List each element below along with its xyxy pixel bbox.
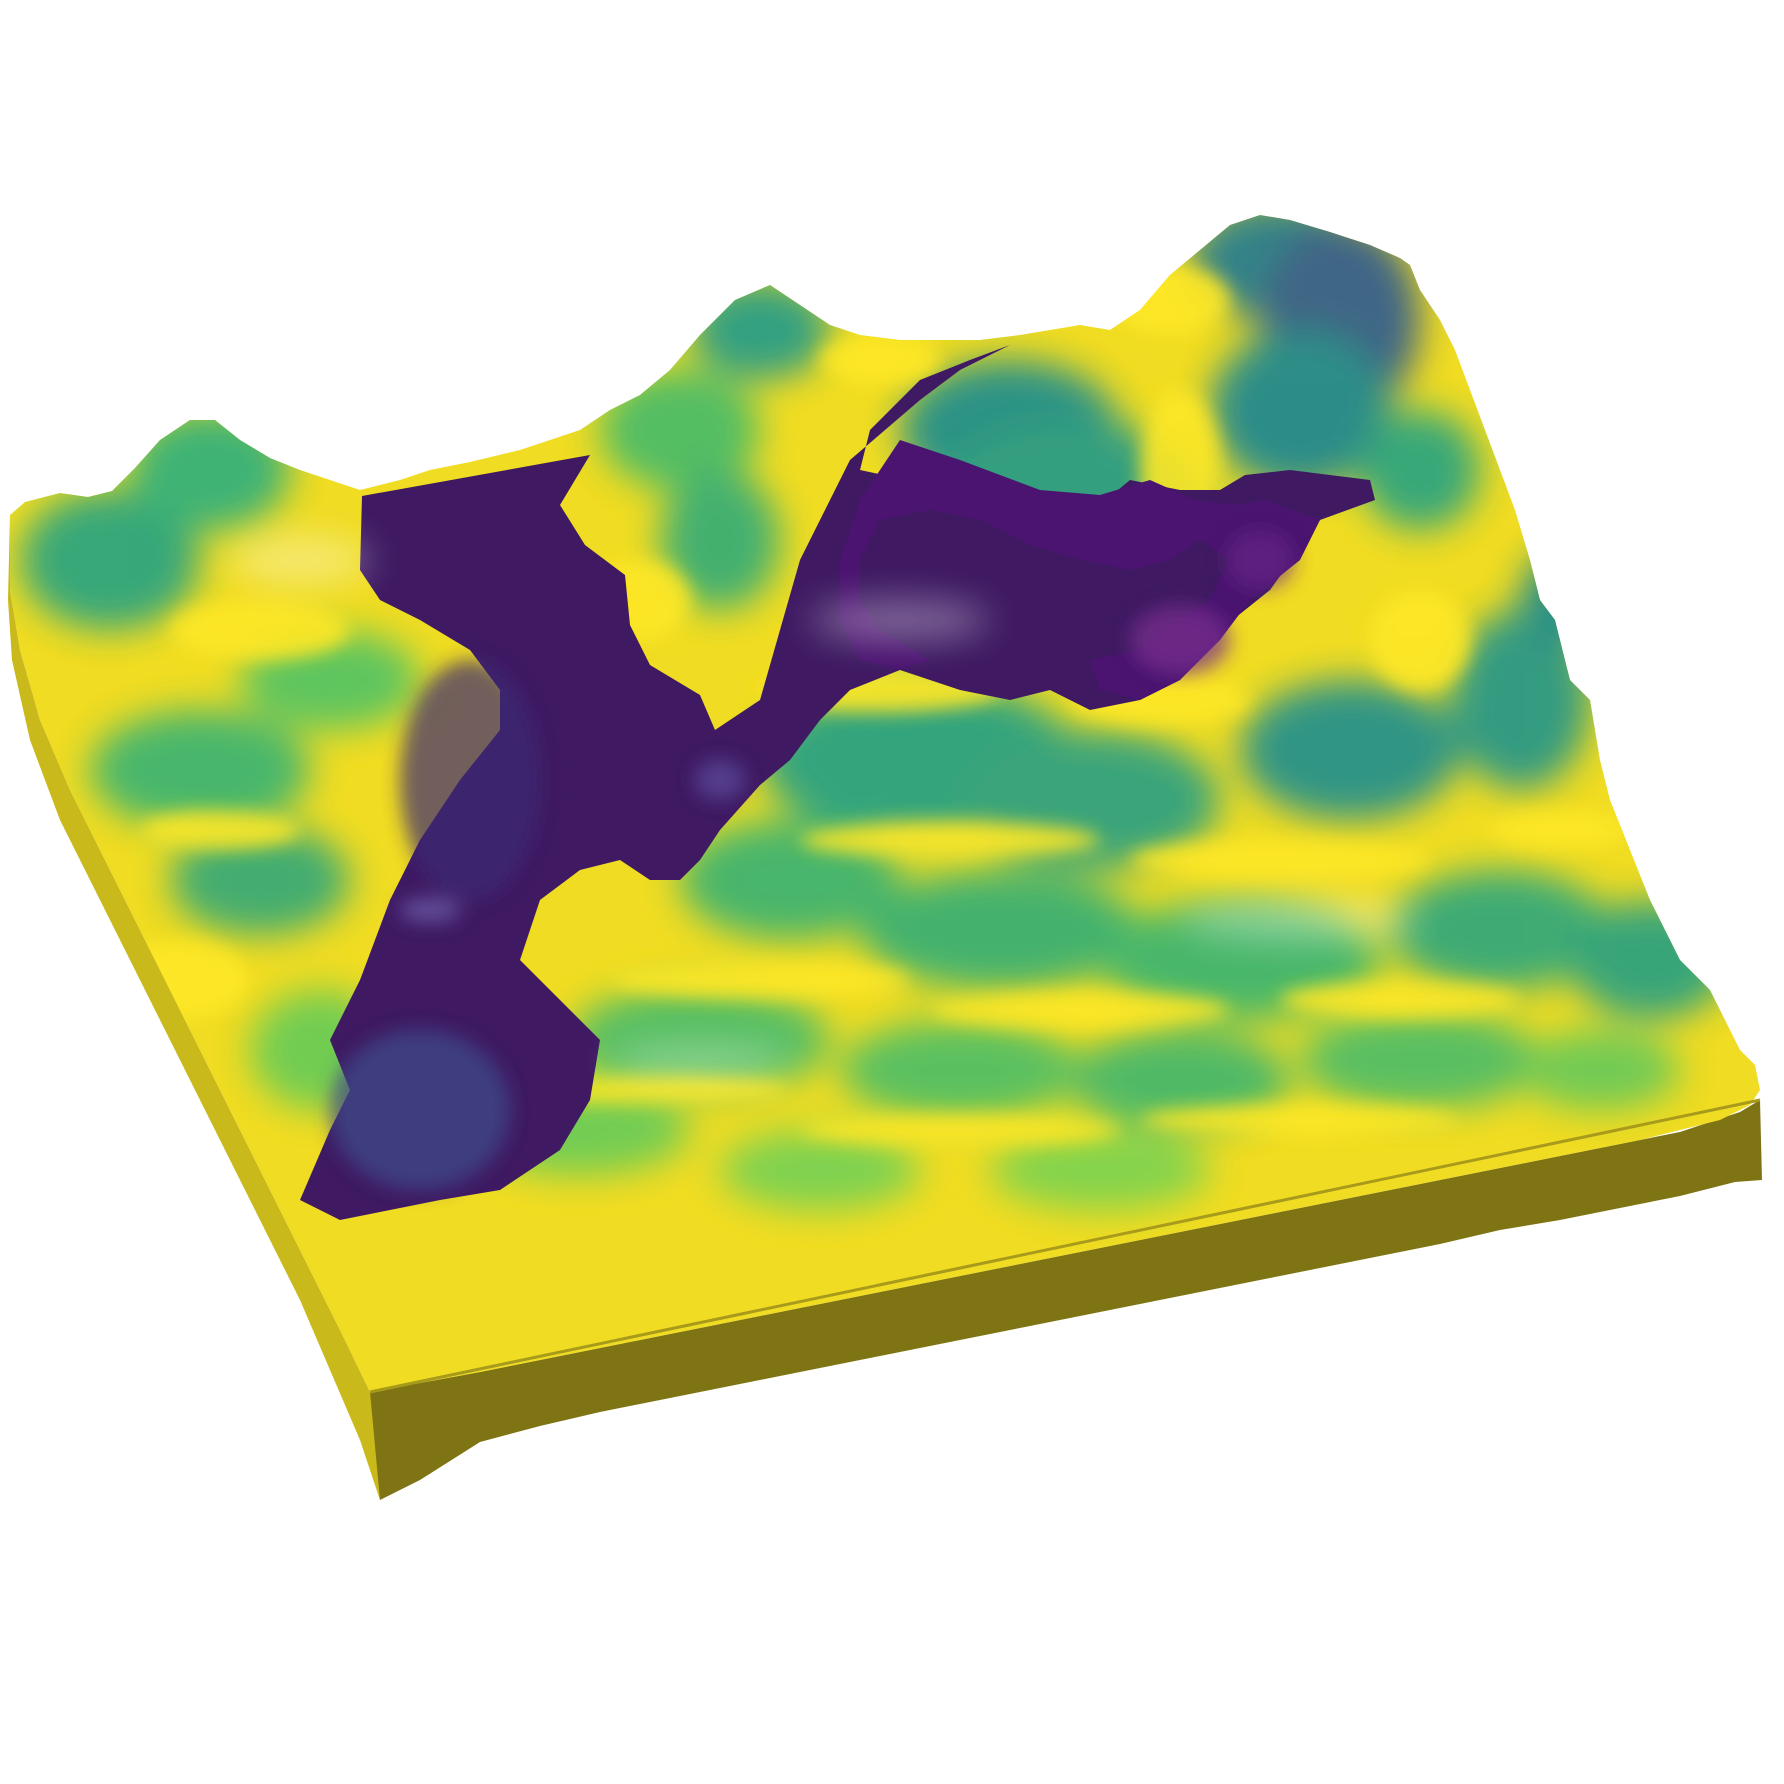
surface-edge-shade (369, 1098, 1761, 1394)
terrain-top-surface (10, 215, 1760, 1392)
front-side-face (370, 1100, 1762, 1500)
left-side-face (8, 515, 380, 1500)
